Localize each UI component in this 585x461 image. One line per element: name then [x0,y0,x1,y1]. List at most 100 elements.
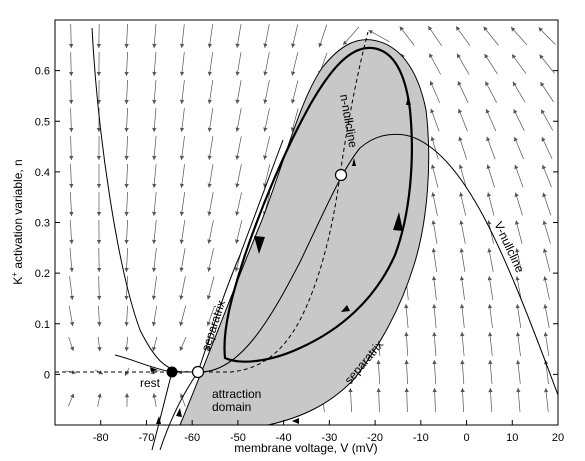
vector-arrowhead [487,276,492,281]
vector-arrowhead [69,211,74,216]
vector-arrowhead [263,155,268,160]
vector-arrowhead [124,393,130,398]
vector-arrow [433,359,437,385]
vector-arrow [432,192,438,216]
vector-arrow [291,80,299,104]
vector-arrowhead [515,304,520,309]
rest-label: rest [140,376,161,390]
attraction-domain-label-2: domain [212,400,251,414]
vector-arrowhead [291,43,296,48]
vector-arrowhead [457,81,462,86]
vector-arrowhead [179,346,184,351]
vector-arrowhead [234,267,239,272]
vector-arrow [540,109,554,131]
vector-arrowhead [97,393,102,398]
vector-arrowhead [512,54,517,59]
x-tick-label: 0 [463,432,469,444]
vector-arrow [70,135,72,161]
vector-arrowhead [544,388,549,393]
vector-arrowhead [515,332,521,337]
vector-arrowhead [430,164,436,169]
vector-arrowhead [457,53,461,59]
vector-arrowhead [431,192,436,197]
vector-arrow [181,24,185,48]
vector-arrowhead [235,183,240,188]
vector-arrowhead [179,99,185,104]
vector-arrowhead [124,43,129,48]
vector-arrowhead [543,276,548,281]
vector-arrow [236,108,242,132]
vector-arrow [457,81,469,103]
vector-arrowhead [291,71,296,76]
vector-arrow [544,276,550,300]
vector-arrow [516,248,522,272]
vector-arrow [181,136,185,160]
y-axis-ticks: 0 0.1 0.2 0.3 0.4 0.5 0.6 [35,66,558,381]
vector-arrowhead [459,192,464,197]
vector-arrowhead [263,127,268,132]
vector-arrow [208,248,214,272]
vector-arrowhead [538,27,543,32]
vector-arrow [264,108,270,132]
vector-arrowhead [404,304,409,309]
vector-arrowhead [429,81,434,86]
vector-arrowhead [513,109,518,114]
unstable-equilibrium-marker [334,168,348,182]
vector-arrow [544,304,550,328]
vector-arrowhead [207,155,212,160]
vector-arrow [406,387,408,413]
vector-arrow [543,220,551,244]
vector-arrowhead [515,248,520,253]
vector-arrowhead [152,393,157,398]
vector-arrowhead [179,183,185,188]
vector-arrowhead [96,128,102,132]
vector-arrowhead [124,239,129,244]
vector-arrow [455,26,471,46]
vector-arrowhead [263,43,268,48]
vector-arrowhead [485,109,490,114]
vector-arrowhead [97,295,102,300]
vector-arrow [126,107,128,133]
vector-arrow [428,53,442,75]
vector-arrowhead [514,164,519,170]
vector-arrowhead [69,183,74,188]
vector-arrow [236,80,242,104]
vector-arrowhead [404,360,409,365]
vector-arrow [236,192,242,216]
vector-arrowhead [515,276,520,281]
x-axis-ticks: -80 -70 -60 -50 -40 -30 -20 -10 0 10 20 [93,420,564,444]
x-tick-label: -70 [139,432,155,444]
vector-arrowhead [124,99,129,104]
vector-arrowhead [69,155,74,160]
vector-arrowhead [512,81,517,87]
vector-arrowhead [343,40,348,45]
x-tick-label: -60 [184,432,200,444]
vector-arrowhead [376,388,381,393]
vector-arrowhead [152,127,157,132]
vector-arrowhead [543,304,548,309]
vector-arrowhead [124,71,129,76]
vector-arrowhead [486,192,492,197]
vector-arrow [207,276,215,300]
vector-arrowhead [428,26,433,31]
y-label-rest: activation variable, n [11,159,25,272]
vector-arrow [70,163,72,189]
vector-arrowhead [124,155,129,160]
vector-arrowhead [179,267,184,272]
vector-arrow [516,276,522,300]
x-tick-label: -80 [93,432,109,444]
vector-arrow [517,387,521,413]
vector-arrow [512,81,526,103]
vector-arrowhead [541,137,546,142]
vector-arrowhead [486,164,491,169]
vector-arrow [153,164,157,188]
vector-arrowhead [483,26,488,32]
vector-arrowhead [152,211,157,216]
y-tick-label: 0.4 [35,167,50,179]
vector-arrowhead [543,332,548,337]
separatrix-arrow-icon [341,305,350,312]
vector-arrowhead [152,43,157,48]
vector-arrowhead [69,127,74,132]
vector-arrowhead [152,183,157,188]
vector-arrowhead [235,71,240,76]
